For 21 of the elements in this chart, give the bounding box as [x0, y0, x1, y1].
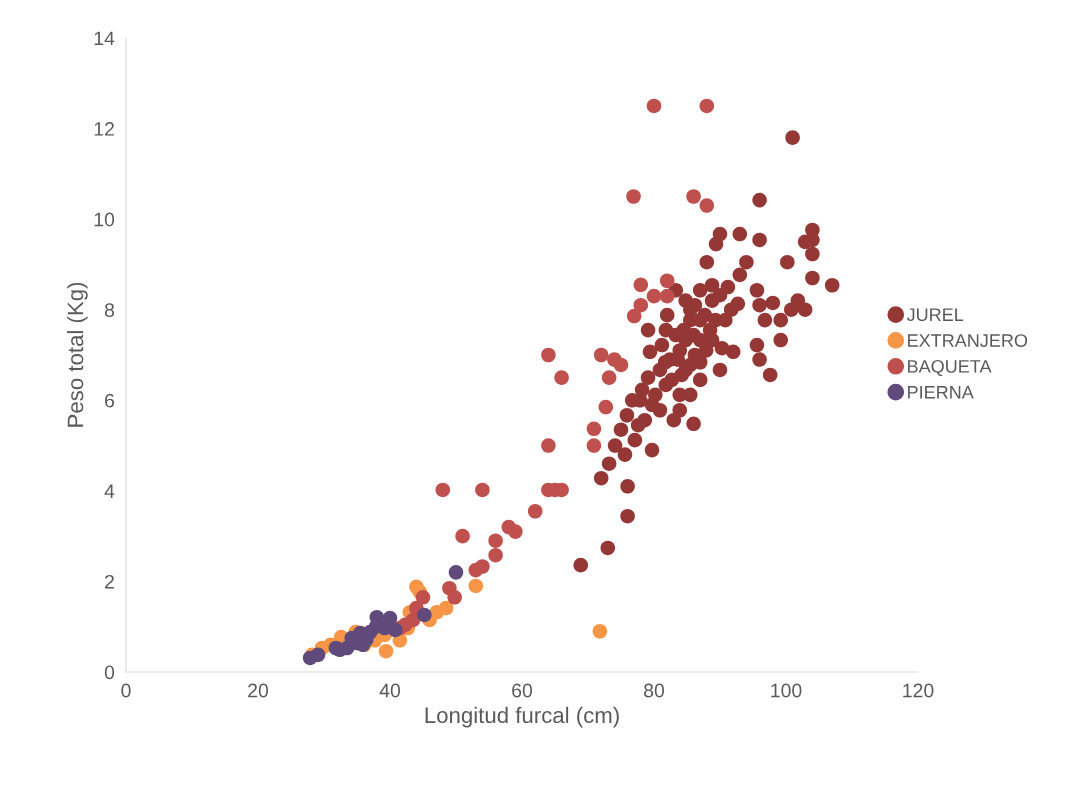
x-tick-label: 40 — [379, 683, 401, 698]
x-tick-label: 120 — [903, 683, 934, 698]
y-tick-label: 0 — [104, 665, 115, 680]
x-tick-label: 80 — [644, 683, 665, 698]
legend-label: BAQUETA — [908, 359, 992, 377]
x-axis-title: Longitud furcal (cm) — [425, 706, 619, 728]
y-tick-label: 2 — [105, 574, 114, 589]
legend-label: EXTRANJERO — [908, 334, 1028, 347]
y-tick-label: 8 — [104, 303, 115, 317]
x-tick-label: 100 — [771, 683, 802, 698]
x-tick-label: 60 — [512, 683, 533, 698]
x-tick-label: 0 — [121, 683, 131, 698]
y-tick-label: 4 — [104, 484, 115, 498]
y-tick-label: 10 — [94, 212, 115, 227]
y-tick-label: 12 — [94, 122, 114, 136]
x-tick-label: 20 — [248, 683, 269, 698]
y-tick-label: 14 — [94, 31, 115, 46]
y-axis-title: Peso total (Kg) — [66, 282, 88, 427]
y-tick-label: 6 — [105, 393, 115, 408]
legend-label: JUREL — [906, 308, 964, 322]
legend-label: PIERNA — [908, 386, 974, 399]
